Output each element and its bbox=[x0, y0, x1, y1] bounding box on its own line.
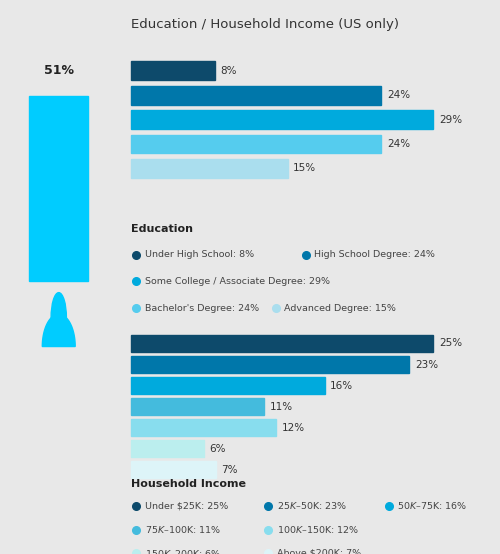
Text: $75K–$100K: 11%: $75K–$100K: 11% bbox=[144, 524, 221, 535]
Text: Education / Household Income (US only): Education / Household Income (US only) bbox=[132, 18, 400, 30]
FancyBboxPatch shape bbox=[132, 86, 382, 105]
Text: Education: Education bbox=[132, 224, 194, 234]
Text: Under High School: 8%: Under High School: 8% bbox=[144, 250, 254, 259]
Text: 11%: 11% bbox=[270, 402, 293, 412]
Text: Household Income: Household Income bbox=[132, 479, 246, 489]
FancyBboxPatch shape bbox=[132, 159, 288, 178]
Text: 29%: 29% bbox=[439, 115, 462, 125]
FancyBboxPatch shape bbox=[132, 110, 434, 129]
Text: 15%: 15% bbox=[293, 163, 316, 173]
FancyBboxPatch shape bbox=[132, 135, 382, 153]
FancyBboxPatch shape bbox=[132, 398, 264, 415]
Polygon shape bbox=[42, 314, 75, 347]
FancyBboxPatch shape bbox=[132, 461, 216, 478]
FancyBboxPatch shape bbox=[132, 335, 434, 352]
Text: 25%: 25% bbox=[439, 338, 462, 348]
Text: Bachelor's Degree: 24%: Bachelor's Degree: 24% bbox=[144, 304, 258, 312]
Text: Advanced Degree: 15%: Advanced Degree: 15% bbox=[284, 304, 396, 312]
Text: 8%: 8% bbox=[220, 66, 237, 76]
Text: 7%: 7% bbox=[222, 465, 238, 475]
FancyBboxPatch shape bbox=[132, 356, 409, 373]
Text: 23%: 23% bbox=[415, 360, 438, 370]
Circle shape bbox=[51, 293, 66, 343]
Text: Above $200K: 7%: Above $200K: 7% bbox=[276, 549, 361, 554]
Text: 24%: 24% bbox=[387, 90, 410, 100]
FancyBboxPatch shape bbox=[30, 96, 88, 281]
Text: 6%: 6% bbox=[210, 444, 226, 454]
FancyBboxPatch shape bbox=[132, 61, 214, 80]
Text: High School Degree: 24%: High School Degree: 24% bbox=[314, 250, 436, 259]
Text: 16%: 16% bbox=[330, 381, 353, 391]
FancyBboxPatch shape bbox=[132, 440, 204, 457]
FancyBboxPatch shape bbox=[132, 419, 276, 436]
Text: 24%: 24% bbox=[387, 139, 410, 149]
Text: $50K–$75K: 16%: $50K–$75K: 16% bbox=[398, 500, 468, 511]
Text: 51%: 51% bbox=[44, 64, 74, 77]
Text: Some College / Associate Degree: 29%: Some College / Associate Degree: 29% bbox=[144, 277, 330, 286]
Text: $25K–$50K: 23%: $25K–$50K: 23% bbox=[276, 500, 347, 511]
Text: Under $25K: 25%: Under $25K: 25% bbox=[144, 501, 228, 510]
Text: 12%: 12% bbox=[282, 423, 305, 433]
FancyBboxPatch shape bbox=[132, 377, 324, 394]
Text: $150K–$200K: 6%: $150K–$200K: 6% bbox=[144, 548, 221, 554]
Text: $100K–$150K: 12%: $100K–$150K: 12% bbox=[276, 524, 359, 535]
